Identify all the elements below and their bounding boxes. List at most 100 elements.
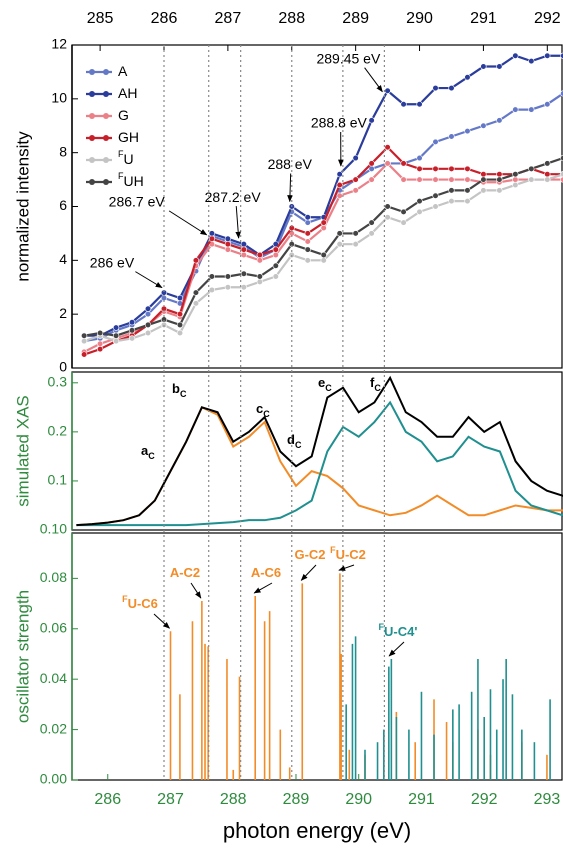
y-tick-label: 4: [59, 251, 67, 267]
data-point: [305, 220, 311, 226]
x-tick-label: 291: [470, 10, 497, 27]
data-point: [465, 128, 471, 134]
legend-label: G: [118, 107, 129, 123]
annotation-arrow: [191, 583, 201, 598]
legend-label: GH: [118, 129, 139, 145]
data-point: [273, 252, 279, 258]
y-axis-title: simulated XAS: [13, 395, 32, 507]
y-tick-label: 0.1: [48, 472, 68, 488]
legend-text: U: [124, 151, 134, 167]
data-point: [321, 252, 327, 258]
peak-label: cC: [256, 401, 270, 419]
data-point: [481, 123, 487, 129]
peak-sub: C: [263, 409, 270, 419]
data-point: [273, 274, 279, 280]
series-line: [84, 147, 563, 354]
data-point: [177, 322, 183, 328]
data-point: [513, 182, 519, 188]
annotation: 288 eV: [268, 156, 313, 172]
x-tick-label: 292: [534, 10, 561, 27]
data-point: [433, 177, 439, 183]
data-point: [337, 171, 343, 177]
legend-marker: [103, 69, 109, 75]
x-tick-label: 288: [220, 791, 247, 808]
data-point: [497, 188, 503, 194]
peak-label: bC: [172, 381, 187, 399]
data-point: [353, 241, 359, 247]
annotation-text: A-C6: [251, 565, 281, 580]
annotation: A-C2: [170, 565, 200, 580]
data-point: [321, 258, 327, 264]
data-point: [481, 188, 487, 194]
data-point: [417, 155, 423, 161]
data-point: [305, 247, 311, 253]
legend-label: FUH: [118, 171, 144, 188]
legend-marker: [103, 135, 109, 141]
data-point: [497, 171, 503, 177]
legend-label: A: [118, 63, 128, 79]
data-point: [305, 214, 311, 220]
data-point: [257, 279, 263, 285]
annotation-text: U-C4': [384, 624, 417, 639]
y-tick-label: 0.04: [40, 670, 67, 686]
data-point: [369, 161, 375, 167]
legend-text: GH: [118, 129, 139, 145]
annotation-arrow: [365, 68, 383, 92]
data-point: [417, 166, 423, 172]
data-point: [225, 236, 231, 242]
peak-letter: e: [318, 375, 325, 390]
legend-text: AH: [118, 85, 137, 101]
data-point: [369, 177, 375, 183]
y-tick-label: 0.02: [40, 720, 67, 736]
annotation-text: U-C2: [336, 547, 366, 562]
data-point: [401, 177, 407, 183]
data-point: [497, 118, 503, 124]
data-point: [353, 188, 359, 194]
data-point: [257, 258, 263, 264]
y-axis-title: normalized intensity: [13, 131, 32, 282]
data-point: [529, 166, 535, 172]
legend-label: FU: [118, 149, 134, 166]
annotation: 289.45 eV: [316, 50, 380, 66]
data-point: [513, 177, 519, 183]
data-point: [225, 284, 231, 290]
data-point: [353, 177, 359, 183]
y-tick-label: 10: [51, 90, 67, 106]
data-point: [449, 198, 455, 204]
data-point: [193, 290, 199, 296]
plot-frame: [72, 533, 562, 780]
data-point: [129, 328, 135, 334]
data-point: [97, 341, 103, 347]
peak-letter: c: [256, 401, 263, 416]
data-point: [145, 306, 151, 312]
data-point: [209, 287, 215, 293]
data-point: [257, 274, 263, 280]
data-point: [529, 107, 535, 113]
x-axis-title: photon energy (eV): [223, 818, 411, 843]
data-point: [369, 118, 375, 124]
x-tick-label: 291: [408, 791, 435, 808]
y-tick-label: 6: [59, 197, 67, 213]
annotation-arrow: [339, 565, 354, 570]
series-line: [84, 158, 563, 336]
data-point: [417, 101, 423, 107]
data-point: [241, 241, 247, 247]
data-point: [433, 166, 439, 172]
peak-label: eC: [318, 375, 332, 393]
data-point: [465, 166, 471, 172]
data-point: [545, 161, 551, 167]
data-point: [305, 258, 311, 264]
y-tick-label: 0.2: [48, 423, 68, 439]
data-point: [81, 352, 87, 358]
data-point: [209, 274, 215, 280]
data-point: [545, 53, 551, 59]
annotation-text: G-C2: [294, 547, 325, 562]
data-point: [369, 231, 375, 237]
peak-sub: C: [374, 383, 381, 393]
peak-sub: C: [148, 451, 155, 461]
y-tick-label: 0.3: [48, 373, 68, 389]
data-point: [465, 177, 471, 183]
data-point: [353, 231, 359, 237]
x-tick-label: 285: [87, 10, 114, 27]
data-point: [97, 346, 103, 352]
